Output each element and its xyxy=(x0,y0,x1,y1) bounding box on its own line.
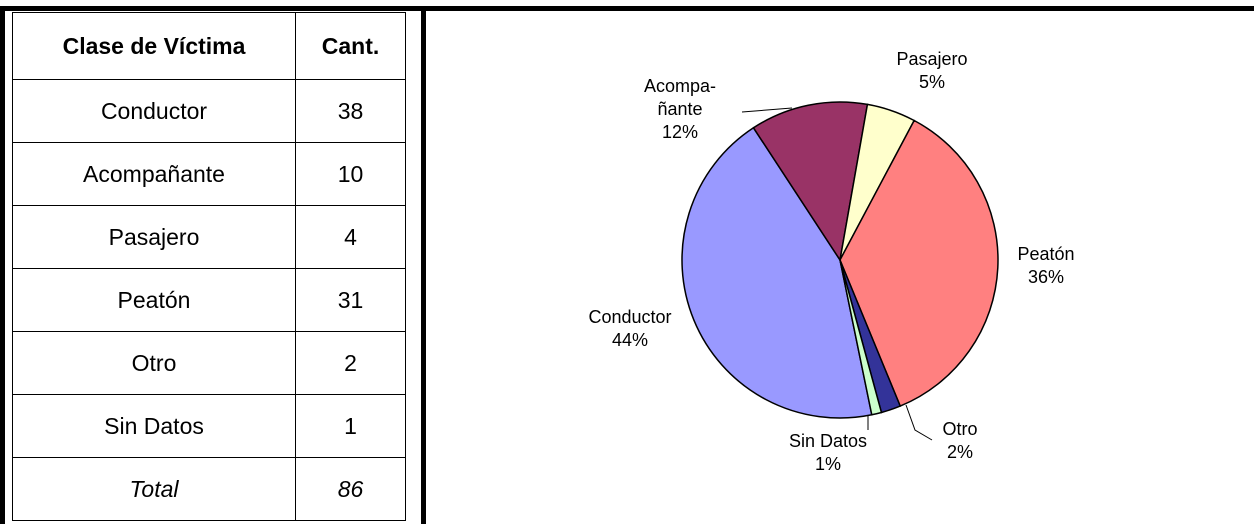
category-label: Peatón xyxy=(1017,244,1075,264)
category-label: Pasajero xyxy=(896,49,968,69)
table-row: Conductor 38 xyxy=(12,79,406,143)
pie-slice xyxy=(681,126,873,419)
frame xyxy=(0,6,5,524)
category-label: Conductor xyxy=(588,307,672,327)
table-row: Pasajero 4 xyxy=(12,205,406,269)
cell: Acompañante xyxy=(12,142,296,206)
category-label: Otro xyxy=(942,419,978,439)
slice-label: Acompa- ñante 12% xyxy=(644,75,716,144)
slice-label: Peatón 36% xyxy=(1017,243,1074,289)
leader-line xyxy=(905,404,933,441)
cell: 1 xyxy=(295,394,406,458)
cell: Peatón xyxy=(12,268,296,332)
cell: Pasajero xyxy=(12,205,296,269)
cell: 4 xyxy=(295,205,406,269)
slice-label: Otro 2% xyxy=(942,418,977,464)
leader-line xyxy=(741,107,793,113)
cell: 38 xyxy=(295,79,406,143)
category-label: Sin Datos xyxy=(788,431,868,451)
cell: 10 xyxy=(295,142,406,206)
victim-table: Clase de Víctima Cant. Conductor 38 Acompaña… xyxy=(12,12,406,521)
pie-slice xyxy=(839,119,999,408)
frame xyxy=(421,6,426,524)
cell: Clase de Víctima xyxy=(12,12,296,80)
value-label: 36% xyxy=(1027,267,1065,287)
pie-slice xyxy=(752,101,869,262)
frame xyxy=(0,6,1254,11)
table-row: Otro 2 xyxy=(12,331,406,395)
table-row: Acompañante 10 xyxy=(12,142,406,206)
cell: 2 xyxy=(295,331,406,395)
value-label: 44% xyxy=(611,330,649,350)
cell: Sin Datos xyxy=(12,394,296,458)
cell: Total xyxy=(12,457,296,521)
table-row: Sin Datos 1 xyxy=(12,394,406,458)
total-row: Total 86 xyxy=(12,457,406,521)
category-label: Acompa- ñante xyxy=(643,76,717,119)
slice-label: Sin Datos 1% xyxy=(789,430,867,476)
pie-slice xyxy=(839,259,883,416)
value-label: 1% xyxy=(814,454,842,474)
slice-label: Pasajero 5% xyxy=(896,48,967,94)
slice-label: Conductor 44% xyxy=(588,306,671,352)
cell: Cant. xyxy=(295,12,406,80)
table-row: Peatón 31 xyxy=(12,268,406,332)
cell: Otro xyxy=(12,331,296,395)
cell: 31 xyxy=(295,268,406,332)
cell: 86 xyxy=(295,457,406,521)
value-label: 2% xyxy=(946,442,974,462)
value-label: 12% xyxy=(661,122,699,142)
header-row: Clase de Víctima Cant. xyxy=(12,12,406,80)
value-label: 5% xyxy=(918,72,946,92)
